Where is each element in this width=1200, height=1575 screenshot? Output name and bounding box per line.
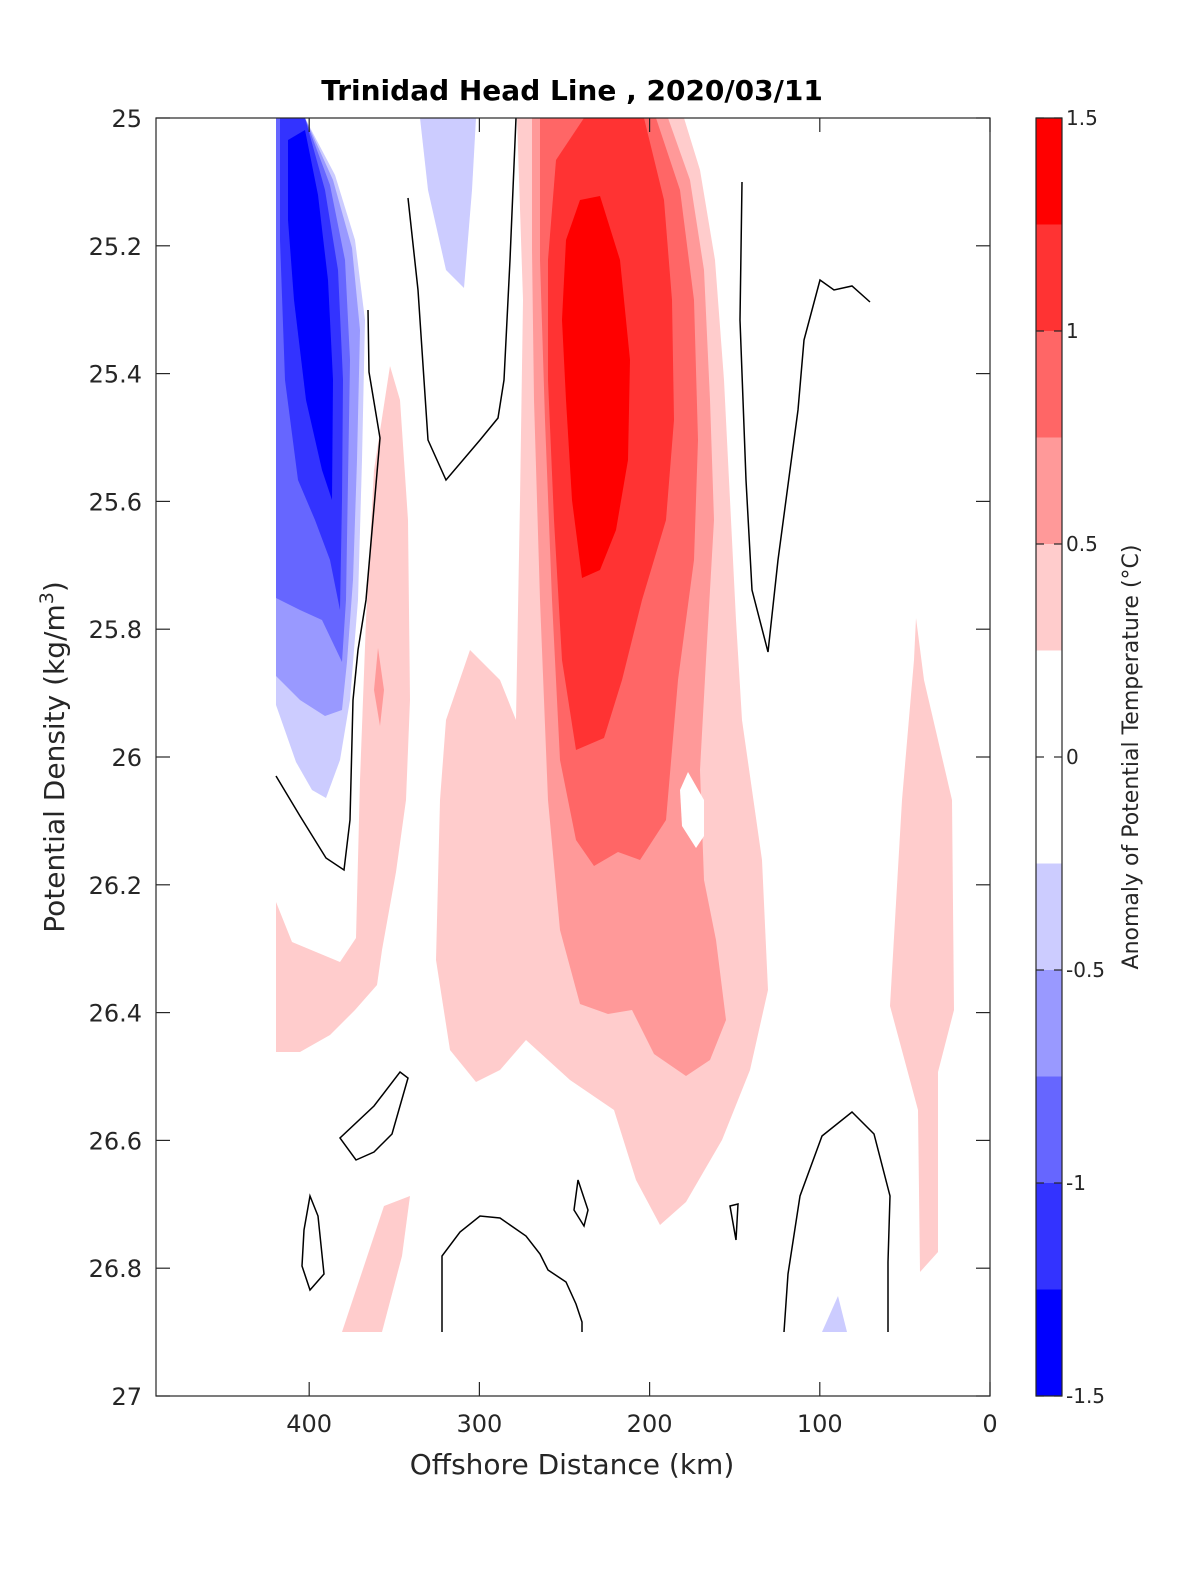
contour-region: [288, 130, 333, 500]
contour-line: [339, 1070, 409, 1161]
colorbar-band: [1036, 437, 1062, 544]
y-tick-label: 26.8: [89, 1255, 142, 1283]
colorbar-band: [1036, 1183, 1062, 1290]
y-tick-label: 26.4: [89, 1000, 142, 1028]
contour-region: [276, 366, 410, 1052]
y-tick-label: 25.4: [89, 361, 142, 389]
y-tick-label: 25.8: [89, 616, 142, 644]
contour-line: [407, 117, 517, 482]
contour-line: [729, 1203, 739, 1241]
colorbar-tick-label: 0.5: [1066, 532, 1098, 556]
contour-region: [342, 1196, 410, 1332]
colorbar-band: [1036, 863, 1062, 970]
y-tick-label: 27: [111, 1383, 142, 1411]
chart-title: Trinidad Head Line , 2020/03/11: [321, 74, 823, 107]
x-axis-title: Offshore Distance (km): [410, 1448, 735, 1481]
y-axis: 25 25.2 25.4 25.6 25.8 26 26.2 26.4 26.6 26.8 27: [89, 105, 990, 1411]
y-axis-title-superscript: 3: [36, 592, 58, 604]
contour-region: [822, 1296, 847, 1332]
x-tick-label: 100: [797, 1410, 843, 1438]
colorbar-band: [1036, 1076, 1062, 1183]
contour-region: [890, 618, 954, 1272]
colorbar-tick-label: 1: [1066, 319, 1079, 343]
colorbar-tick-label: -1: [1066, 1171, 1086, 1195]
contour-line: [783, 1110, 891, 1333]
y-tick-label: 25.2: [89, 233, 142, 261]
x-tick-label: 400: [286, 1410, 332, 1438]
colorbar-band: [1036, 970, 1062, 1077]
y-axis-title-close: ): [38, 581, 71, 592]
y-tick-label: 25.6: [89, 488, 142, 516]
colorbar-ticks: 1.5 1 0.5 0 -0.5 -1 -1.5: [1036, 106, 1105, 1408]
contour-region: [680, 772, 704, 848]
y-axis-title-main: Potential Density (kg/m: [38, 604, 71, 933]
colorbar-tick-label: -1.5: [1066, 1384, 1105, 1408]
contour-region: [562, 196, 630, 578]
contour-line: [441, 1215, 583, 1332]
colorbar-band: [1036, 224, 1062, 331]
y-tick-label: 26: [111, 744, 142, 772]
colorbar-tick-label: 0: [1066, 745, 1079, 769]
colorbar-band: [1036, 1289, 1062, 1396]
colorbar-tick-label: 1.5: [1066, 106, 1098, 130]
y-axis-title: Potential Density (kg/m3): [36, 581, 71, 933]
colorbar-band: [1036, 118, 1062, 225]
contour-line: [739, 181, 871, 653]
colorbar-tick-label: -0.5: [1066, 958, 1105, 982]
y-tick-label: 25: [111, 105, 142, 133]
colorbar-band: [1036, 544, 1062, 651]
x-axis: 400 300 200 100 0: [286, 118, 998, 1438]
x-tick-label: 300: [456, 1410, 502, 1438]
x-tick-label: 0: [982, 1410, 997, 1438]
zero-contour-lines: [275, 117, 891, 1333]
contour-fills: [276, 118, 954, 1332]
contour-line: [301, 1193, 325, 1292]
contour-line: [275, 309, 381, 872]
contour-region: [374, 648, 384, 726]
y-tick-label: 26.2: [89, 872, 142, 900]
colorbar-band: [1036, 331, 1062, 438]
colorbar-title: Anomaly of Potential Temperature (°C): [1119, 545, 1144, 970]
contour-line: [573, 1179, 589, 1228]
y-tick-label: 26.6: [89, 1127, 142, 1155]
contour-region: [420, 118, 476, 288]
colorbar: [1036, 118, 1062, 1396]
x-tick-label: 200: [627, 1410, 673, 1438]
